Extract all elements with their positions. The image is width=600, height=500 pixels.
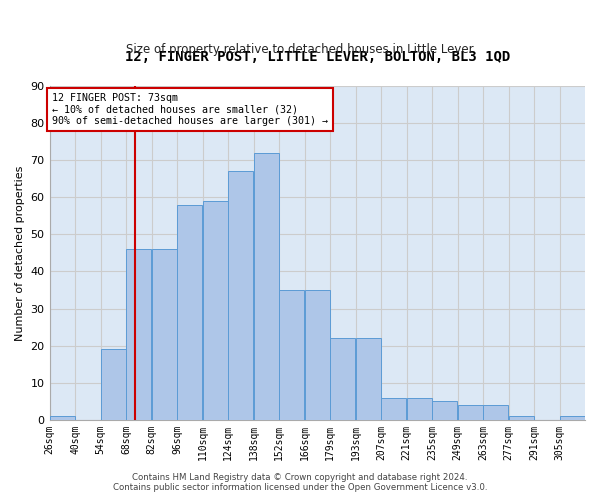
Title: 12, FINGER POST, LITTLE LEVER, BOLTON, BL3 1QD: 12, FINGER POST, LITTLE LEVER, BOLTON, B…: [125, 50, 510, 64]
Text: Contains HM Land Registry data © Crown copyright and database right 2024.
Contai: Contains HM Land Registry data © Crown c…: [113, 473, 487, 492]
Bar: [50, 416, 75, 420]
Y-axis label: Number of detached properties: Number of detached properties: [15, 166, 25, 340]
Bar: [305, 290, 330, 420]
Text: Size of property relative to detached houses in Little Lever: Size of property relative to detached ho…: [126, 42, 474, 56]
Bar: [432, 402, 457, 420]
Bar: [203, 201, 228, 420]
Bar: [407, 398, 432, 420]
Bar: [152, 249, 177, 420]
Text: 12 FINGER POST: 73sqm
← 10% of detached houses are smaller (32)
90% of semi-deta: 12 FINGER POST: 73sqm ← 10% of detached …: [52, 92, 328, 126]
Bar: [458, 405, 483, 420]
Bar: [509, 416, 534, 420]
Bar: [101, 350, 126, 420]
Bar: [330, 338, 355, 420]
Bar: [560, 416, 585, 420]
Bar: [279, 290, 304, 420]
Bar: [177, 204, 202, 420]
Bar: [228, 172, 253, 420]
Bar: [126, 249, 151, 420]
Bar: [483, 405, 508, 420]
Bar: [356, 338, 381, 420]
Bar: [254, 153, 279, 420]
Bar: [381, 398, 406, 420]
